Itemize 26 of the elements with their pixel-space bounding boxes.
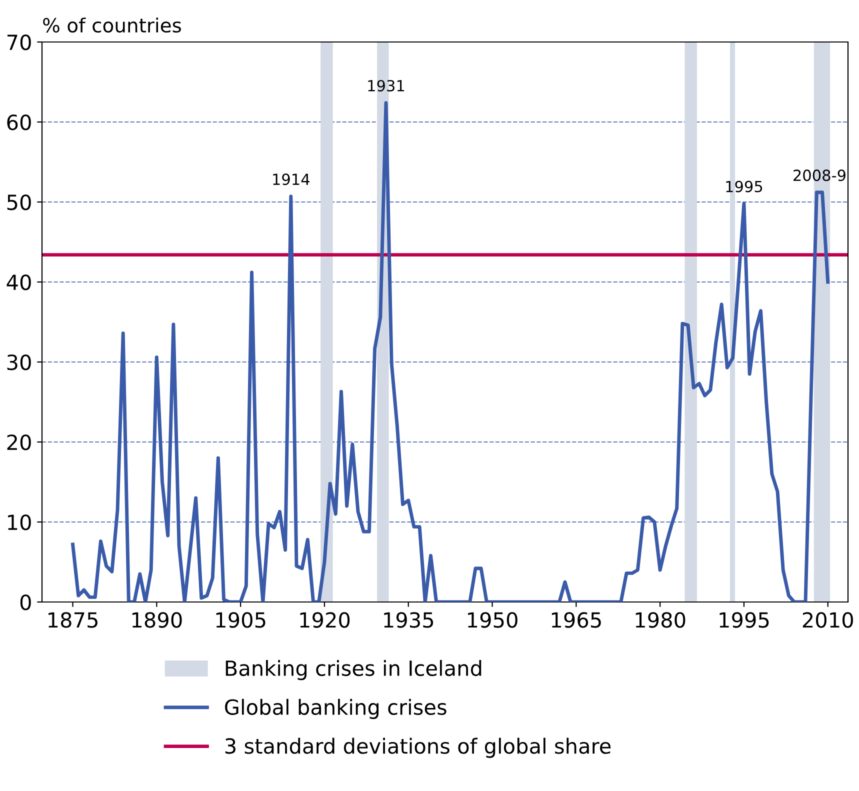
x-tick-label: 1890 [132,612,182,628]
annotation: 2008-9 [794,170,846,182]
x-tick-label: 1875 [48,612,98,628]
y-tick-label: 60 [7,114,31,130]
x-tick-label: 1920 [300,612,350,628]
x-tick-label: 1980 [636,612,686,628]
legend-label: Banking crises in Iceland [226,660,482,680]
y-tick-label: 0 [20,594,31,610]
y-tick-label: 30 [7,354,31,370]
annotation: 1931 [368,80,404,92]
annotation: 1914 [273,174,310,186]
y-tick-label: 70 [7,34,31,50]
x-tick-label: 1950 [468,612,518,628]
x-tick-label: 1995 [720,612,769,628]
x-tick-label: 2010 [802,612,853,628]
y-tick-label: 40 [6,274,31,290]
legend-label: 3 standard deviations of global share [225,738,611,758]
x-tick-label: 1935 [384,612,434,628]
y-tick-label: 20 [7,434,31,450]
y-tick-label: 50 [7,194,31,210]
x-tick-label: 1905 [216,612,266,628]
y-tick-label: 10 [8,514,31,530]
x-tick-label: 1965 [552,612,601,628]
legend-label: Global banking crises [225,698,446,720]
annotation: 1995 [726,180,762,192]
y-axis-title: % of countries [43,18,181,33]
